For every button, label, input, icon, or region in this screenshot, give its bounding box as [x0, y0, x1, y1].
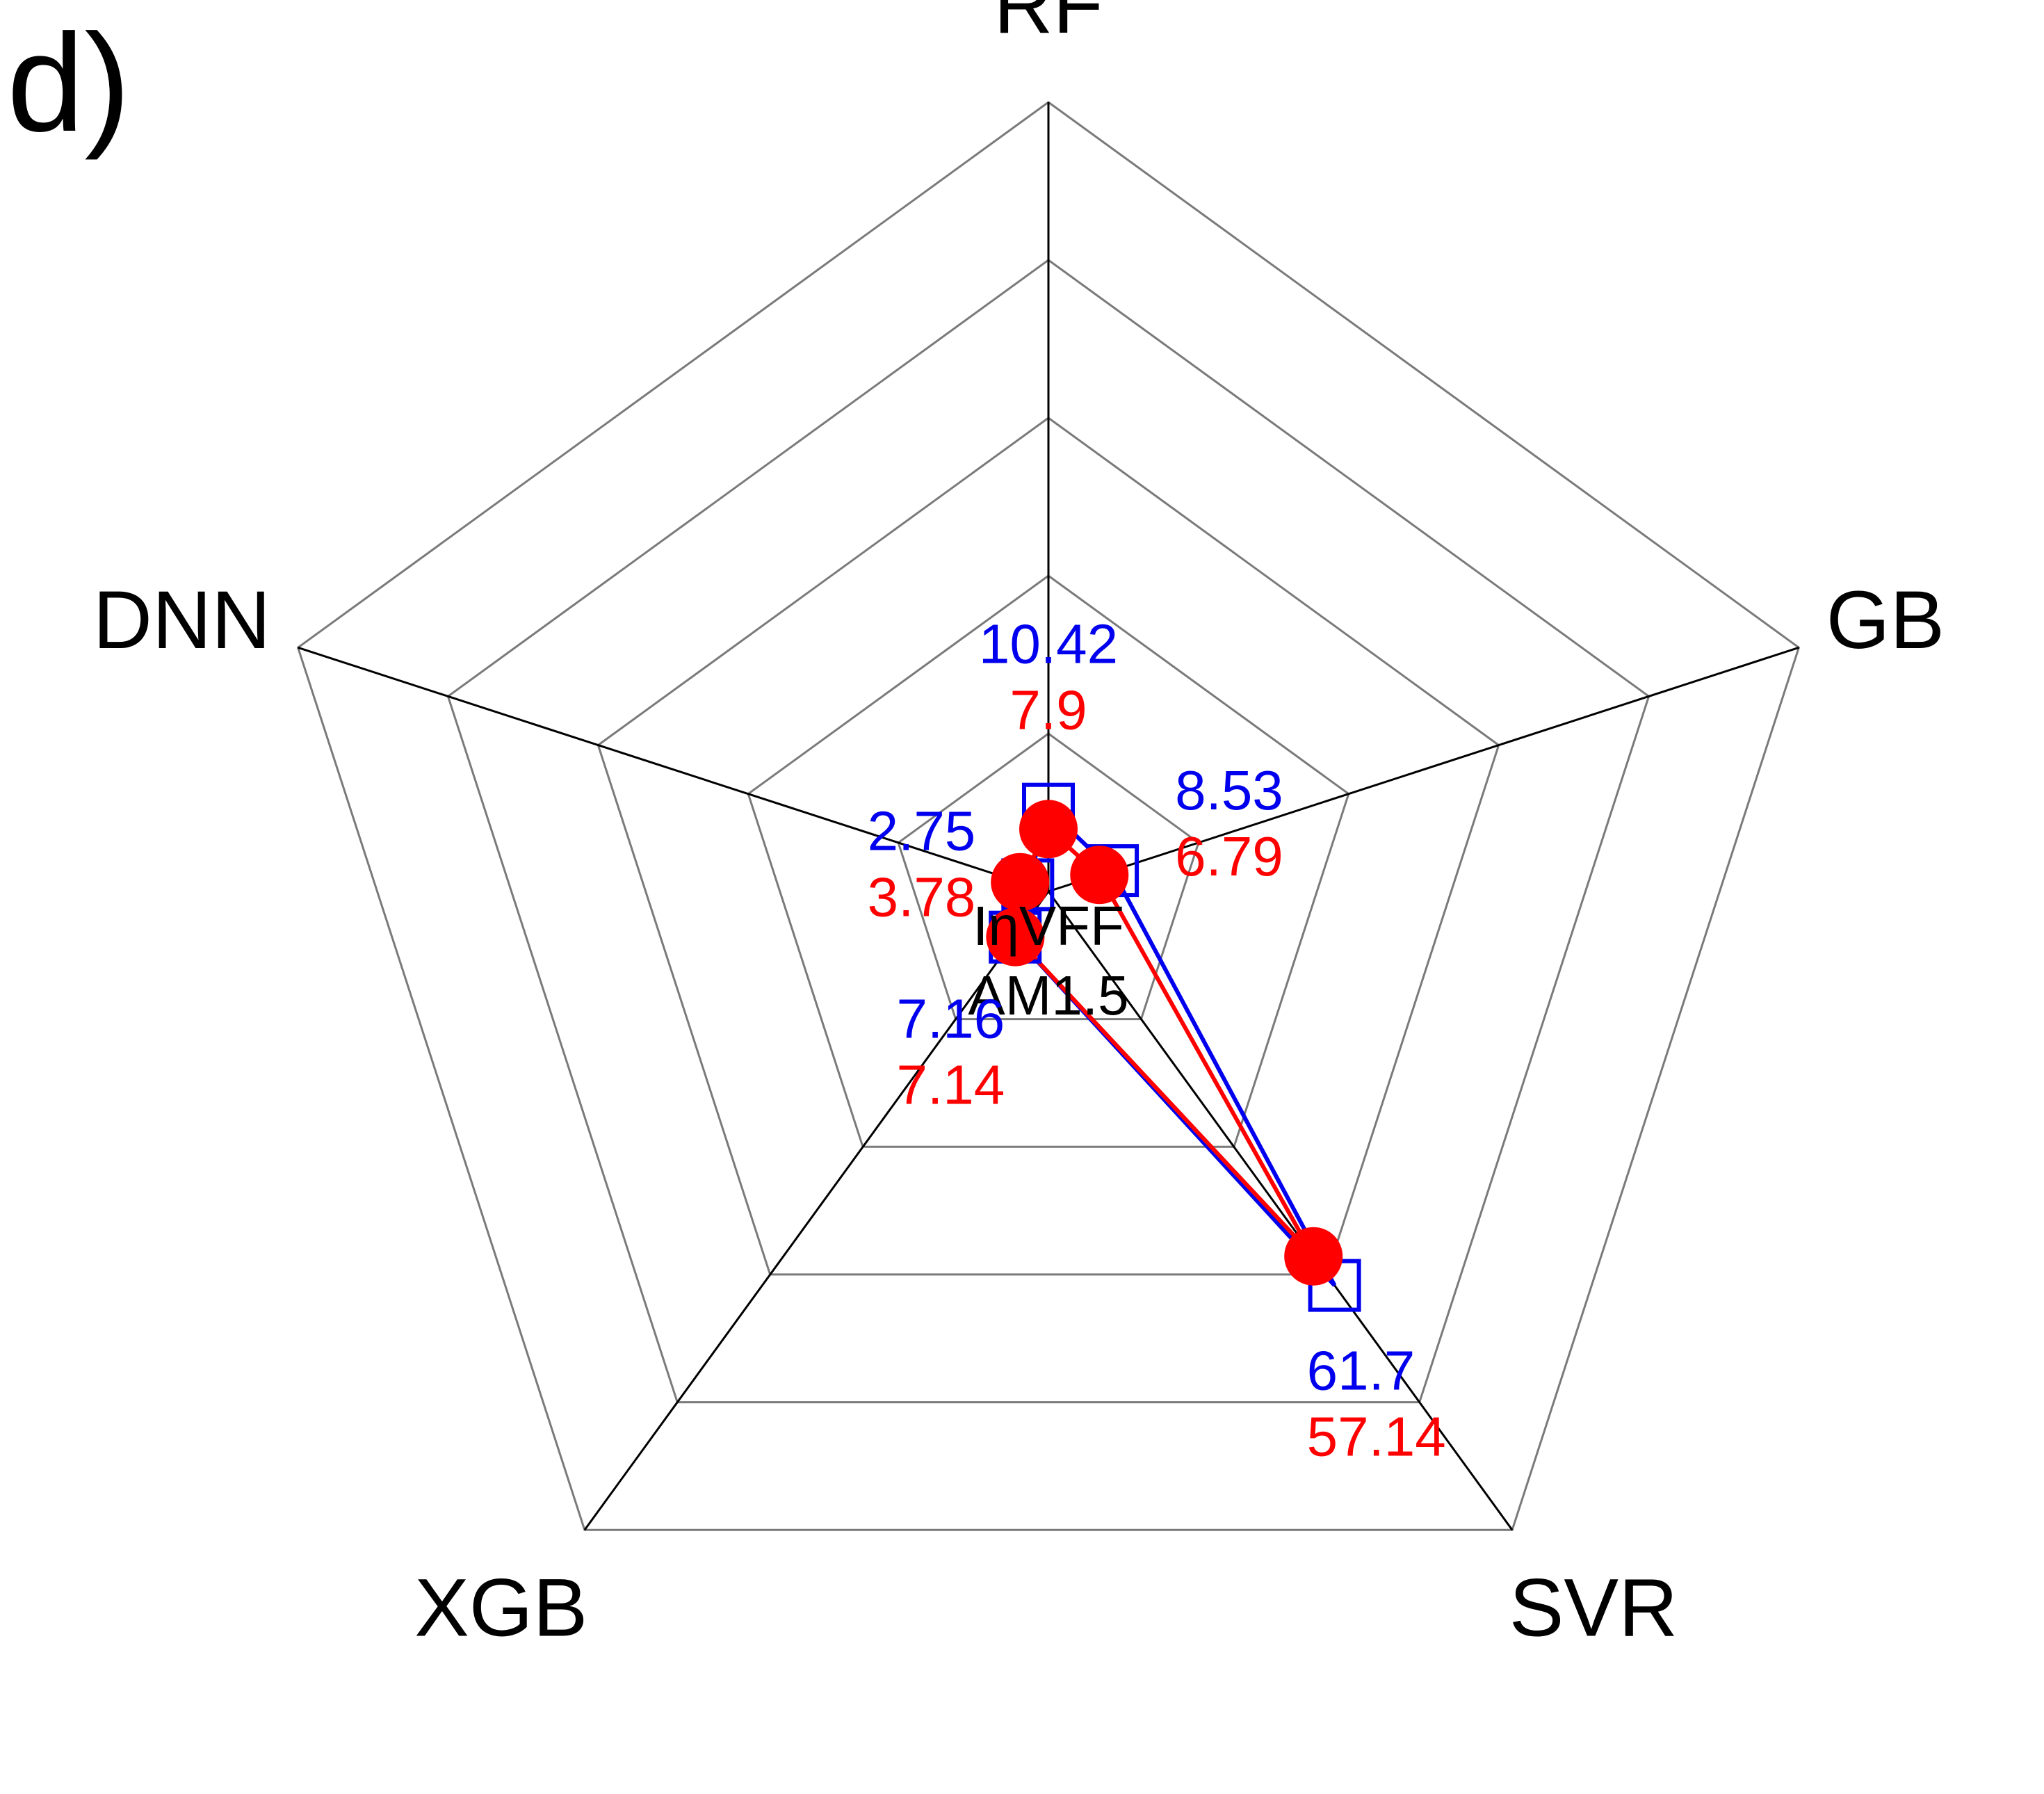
- data-label-rf-series-2: 7.9: [1009, 679, 1087, 741]
- grid-ring: [446, 259, 1650, 1404]
- axis-line: [583, 891, 1050, 1531]
- data-label-dnn-series-2: 3.78: [868, 866, 976, 928]
- series-2-point-gb: [1070, 846, 1129, 905]
- center-label-line-2: AM1.5: [968, 964, 1128, 1026]
- series-2-point-dnn: [991, 852, 1050, 912]
- data-label-svr-series-2: 57.14: [1307, 1406, 1446, 1468]
- data-label-gb-series-1: 8.53: [1175, 759, 1283, 821]
- axis-label-xgb: XGB: [414, 1562, 587, 1654]
- grid-ring: [296, 101, 1801, 1531]
- data-label-dnn-series-1: 2.75: [868, 800, 976, 862]
- grid-ring: [597, 417, 1500, 1276]
- series-2-point-xgb: [986, 907, 1045, 967]
- data-label-rf-series-1: 10.42: [979, 613, 1118, 675]
- axis-line: [298, 646, 1049, 893]
- axis-line: [1048, 646, 1799, 893]
- data-label-xgb-series-2: 7.14: [896, 1054, 1005, 1116]
- data-label-gb-series-2: 6.79: [1175, 825, 1283, 887]
- radar-series: [986, 782, 1361, 1312]
- panel-label: d): [7, 6, 131, 161]
- axis-line: [1047, 891, 1514, 1531]
- data-label-svr-series-1: 61.7: [1307, 1340, 1416, 1402]
- radar-labels: RF GB SVR XGB DNN IηVFF AM1.5 10.427.9 8.536.79 6…: [93, 0, 1945, 1654]
- axis-label-gb: GB: [1826, 574, 1945, 666]
- radar-axes: [298, 102, 1799, 1531]
- center-label-line-1: IηVFF: [973, 895, 1124, 957]
- radar-grid: [296, 101, 1801, 1531]
- axis-label-svr: SVR: [1509, 1562, 1678, 1654]
- grid-ring: [747, 574, 1350, 1148]
- data-label-xgb-series-1: 7.16: [896, 988, 1005, 1050]
- grid-ring: [897, 732, 1200, 1021]
- axis-label-dnn: DNN: [93, 574, 271, 666]
- axis-label-rf: RF: [993, 0, 1103, 51]
- series-2-point-svr: [1284, 1227, 1343, 1286]
- series-2-point-rf: [1019, 800, 1078, 859]
